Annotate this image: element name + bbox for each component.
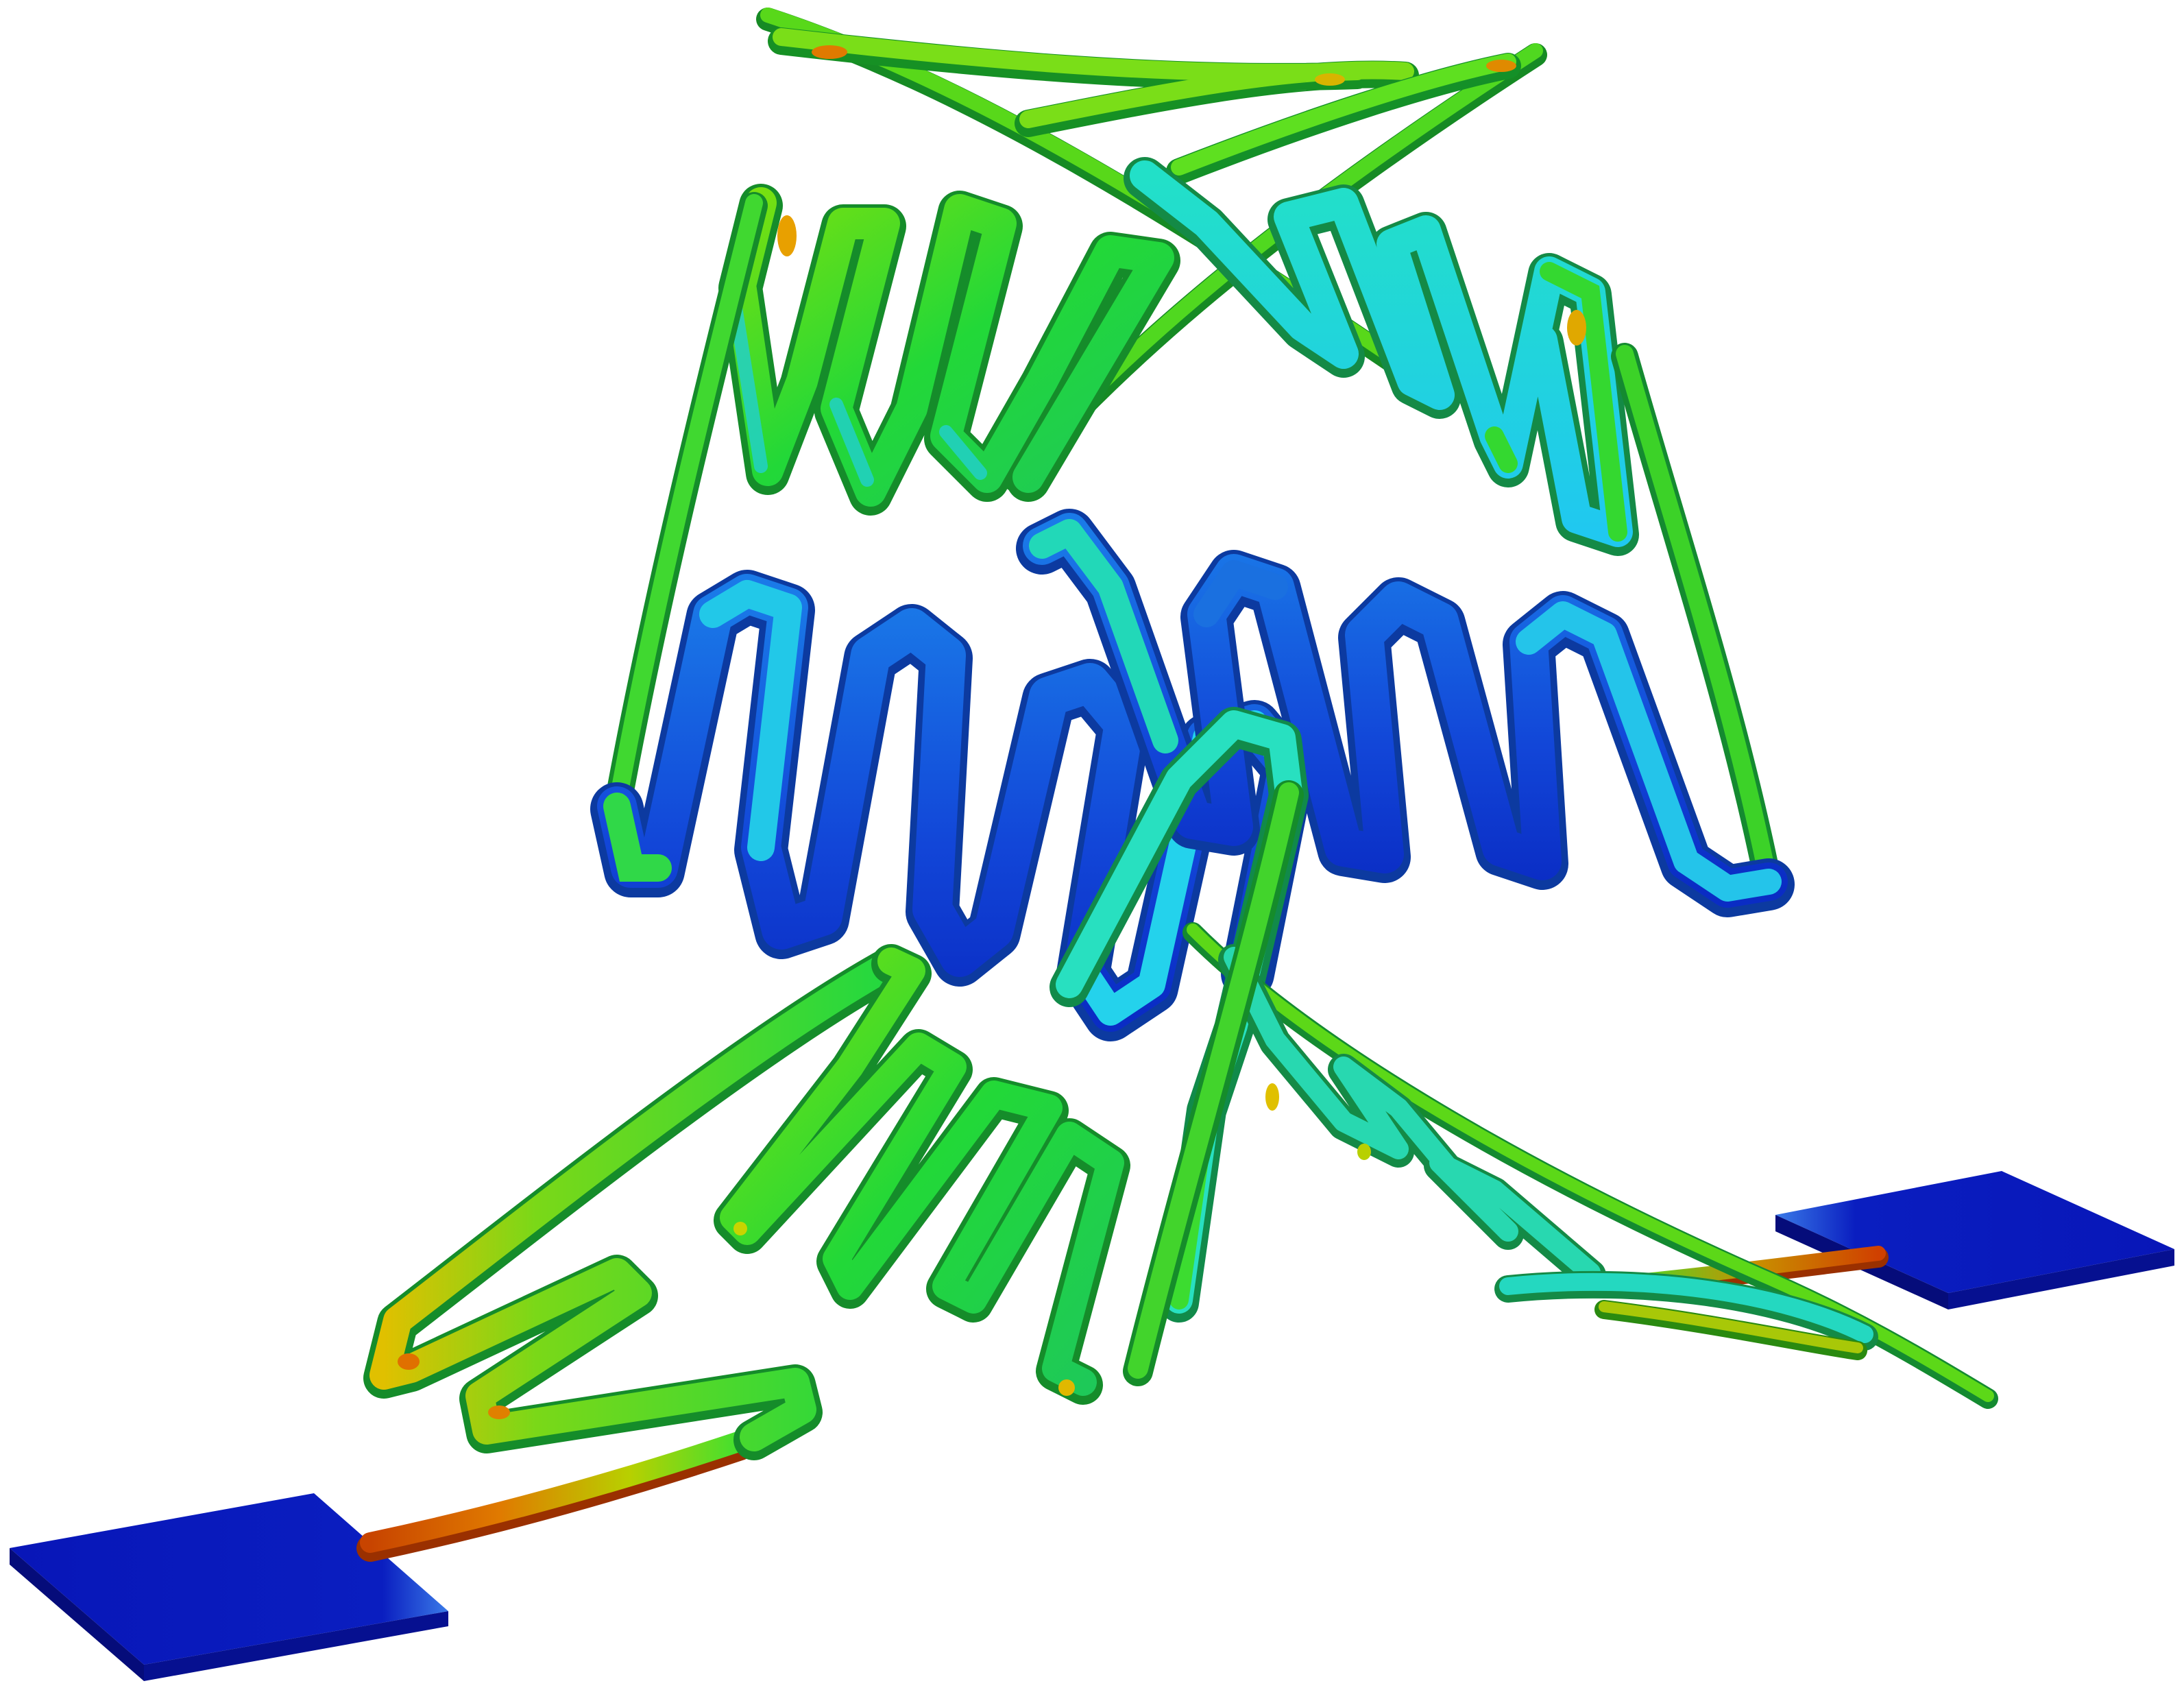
spring-front-diagonal [1123,780,1304,1386]
spring-upper-left [603,184,1180,823]
spring-middle-right [1016,509,1795,917]
spring-lower-left [363,944,1130,1460]
anchor-pad-left [10,1493,448,1681]
spring-upper-right [1124,157,1782,898]
lead-beam-left [356,1431,754,1562]
anchor-pad-right [1775,1171,2174,1309]
spring-lower-right [1182,922,1998,1409]
